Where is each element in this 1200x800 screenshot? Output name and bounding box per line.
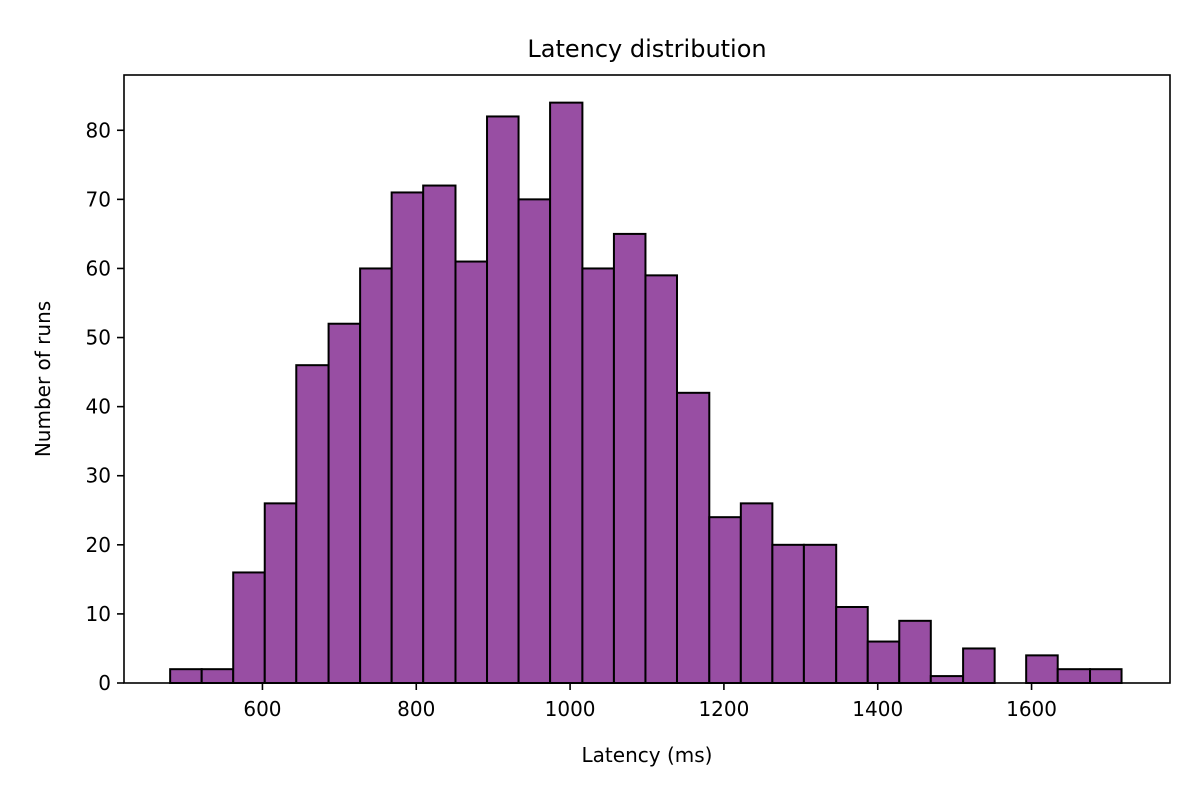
x-tick-label: 600 <box>243 697 281 721</box>
histogram-bar-9 <box>454 260 489 684</box>
histogram-bar-24 <box>929 675 965 684</box>
histogram-bar-11 <box>517 198 552 684</box>
x-axis-ticks: 600 800 1000 1200 1400 1600 <box>243 683 1057 721</box>
histogram-bar-28 <box>1056 668 1092 685</box>
y-tick-label: 40 <box>86 395 111 419</box>
y-axis-label: Number of runs <box>31 301 55 457</box>
histogram-bar-13 <box>581 267 615 684</box>
y-tick-label: 70 <box>86 187 111 211</box>
histogram-bar-21 <box>835 606 869 684</box>
histogram-bar-10 <box>486 115 520 685</box>
histogram-bar-4 <box>295 364 330 684</box>
x-tick-label: 1000 <box>545 697 596 721</box>
histogram-bar-5 <box>327 322 362 684</box>
histogram-bar-19 <box>771 543 805 684</box>
y-axis-ticks: 0 10 20 30 40 50 60 70 80 <box>86 118 124 695</box>
bars-group <box>169 101 1123 685</box>
histogram-bar-14 <box>612 232 647 684</box>
histogram-bar-2 <box>232 571 266 684</box>
plot-frame <box>123 74 1171 684</box>
x-axis-label: Latency (ms) <box>582 743 713 767</box>
histogram-bar-20 <box>802 543 838 684</box>
histogram-bar-15 <box>644 274 678 684</box>
y-tick-label: 10 <box>86 602 111 626</box>
y-tick-label: 30 <box>86 464 111 488</box>
histogram-bar-8 <box>422 184 457 685</box>
x-tick-label: 800 <box>397 697 435 721</box>
x-tick-label: 1200 <box>698 697 749 721</box>
x-tick-label: 1400 <box>852 697 903 721</box>
histogram-bar-6 <box>359 267 393 684</box>
histogram-bar-17 <box>708 516 742 684</box>
y-tick-label: 20 <box>86 533 111 557</box>
chart-title: Latency distribution <box>527 35 766 63</box>
histogram-bar-29 <box>1089 668 1123 685</box>
x-tick-label: 1600 <box>1006 697 1057 721</box>
histogram-bar-18 <box>739 502 774 685</box>
histogram-bar-23 <box>898 619 932 684</box>
histogram-bar-0 <box>169 668 203 685</box>
histogram-bar-12 <box>549 101 584 685</box>
y-tick-label: 80 <box>86 118 111 142</box>
histogram-bar-7 <box>390 191 425 684</box>
histogram-bar-3 <box>263 502 298 685</box>
y-tick-label: 0 <box>98 671 111 695</box>
histogram-bar-1 <box>200 668 235 685</box>
histogram-bar-27 <box>1025 654 1059 685</box>
histogram-bar-25 <box>962 647 996 684</box>
histogram-bar-22 <box>866 640 901 685</box>
y-tick-label: 50 <box>86 326 111 350</box>
y-tick-label: 60 <box>86 256 111 280</box>
histogram-bar-16 <box>675 391 711 684</box>
